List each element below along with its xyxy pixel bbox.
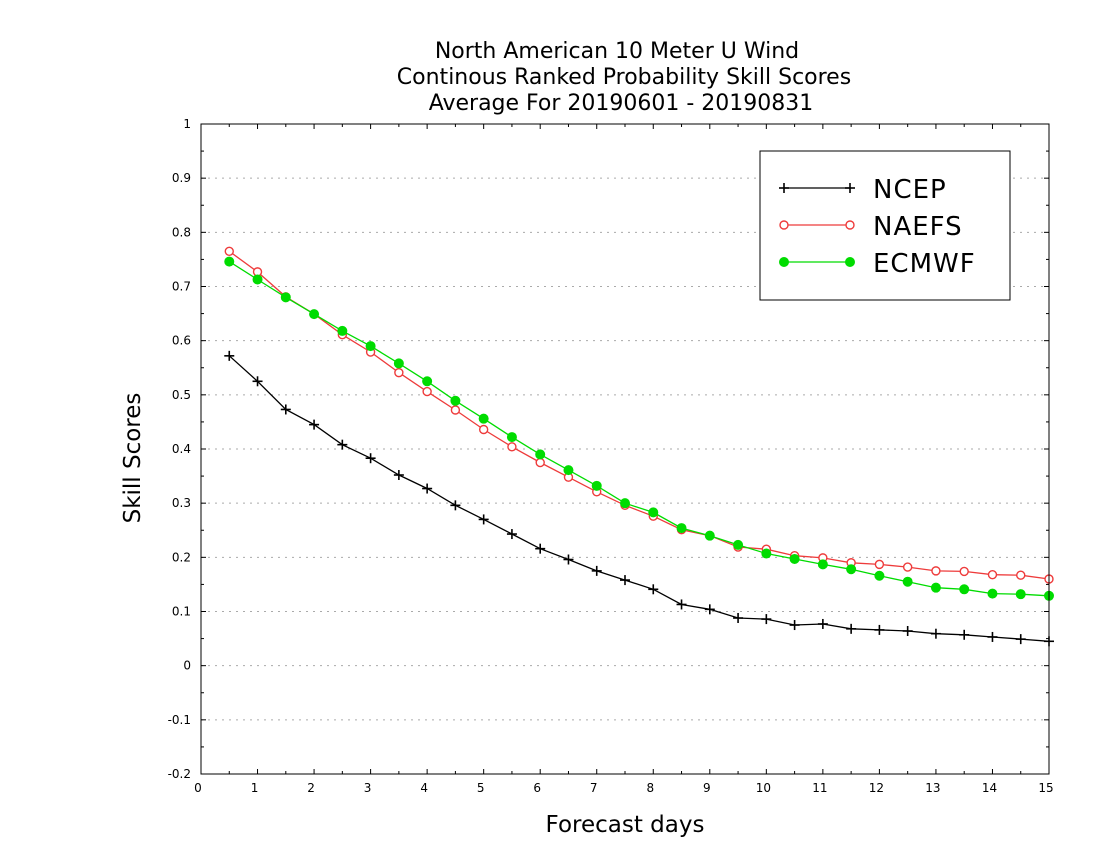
y-tick-label: 0.2	[172, 550, 191, 564]
y-tick-label: 0.4	[172, 442, 191, 456]
ecmwf-point	[930, 582, 941, 593]
x-tick-label: 5	[477, 781, 485, 795]
x-tick-label: 14	[982, 781, 997, 795]
legend-marker-naefs	[845, 220, 855, 230]
y-tick-label: 1	[183, 117, 191, 131]
x-tick-label: 15	[1038, 781, 1053, 795]
ecmwf-point	[648, 507, 659, 518]
naefs-line	[228, 250, 1050, 580]
x-tick-label: 3	[364, 781, 372, 795]
legend-entry-naefs: NAEFS	[779, 212, 963, 242]
naefs-point	[422, 386, 432, 397]
y-tick-label: 0.5	[172, 388, 191, 402]
y-axis-title: Skill Scores	[120, 393, 146, 524]
ecmwf-point	[789, 553, 800, 564]
x-tick-label: 11	[812, 781, 827, 795]
y-tick-label: 0.7	[172, 280, 191, 294]
ecmwf-point	[309, 309, 320, 320]
naefs-point	[450, 405, 461, 415]
naefs-point	[931, 566, 941, 576]
series-ncep	[224, 350, 1054, 647]
chart-title-line-2: Continous Ranked Probability Skill Score…	[397, 65, 851, 90]
naefs-point	[1016, 570, 1026, 580]
series-ecmwf	[224, 256, 1054, 601]
ecmwf-point	[902, 576, 913, 587]
y-tick-label: -0.2	[168, 767, 191, 781]
x-tick-label: 10	[756, 781, 771, 795]
y-tick-label: 0.1	[172, 605, 191, 619]
ecmwf-point	[450, 395, 461, 406]
x-tick-label: 2	[307, 781, 315, 795]
ecmwf-point	[422, 376, 433, 387]
y-tick-label: -0.1	[168, 713, 191, 727]
chart-title: North American 10 Meter U Wind Continous…	[397, 39, 851, 116]
x-tick-label: 6	[533, 781, 541, 795]
ecmwf-point	[1015, 589, 1026, 600]
ecmwf-point	[365, 341, 376, 352]
x-tick-label: 0	[194, 781, 202, 795]
ecmwf-point	[733, 539, 744, 550]
chart-title-line-1: North American 10 Meter U Wind	[435, 39, 799, 64]
x-tick-label: 1	[251, 781, 259, 795]
ecmwf-point	[393, 358, 404, 369]
ecmwf-point	[817, 559, 828, 570]
ecmwf-line	[228, 261, 1050, 597]
legend: NCEP NAEFS ECMWF	[759, 150, 1011, 301]
legend-entry-ecmwf: ECMWF	[779, 249, 976, 279]
naefs-point	[394, 367, 404, 378]
y-tick-label: 0.8	[172, 225, 191, 239]
plot-area-frame	[200, 123, 1050, 775]
ecmwf-point	[761, 548, 772, 559]
x-tick-label: 8	[646, 781, 654, 795]
ncep-line	[228, 355, 1050, 642]
legend-label-ecmwf: ECMWF	[873, 249, 976, 279]
legend-marker-ecmwf	[779, 257, 789, 267]
ecmwf-point	[506, 432, 517, 443]
x-axis-title: Forecast days	[546, 812, 705, 838]
ecmwf-point	[337, 325, 348, 336]
ecmwf-point	[535, 449, 546, 460]
ecmwf-point	[563, 465, 574, 476]
ecmwf-point	[280, 292, 291, 303]
x-tick-label: 13	[925, 781, 940, 795]
ecmwf-point	[224, 256, 235, 267]
y-tick-label: 0.3	[172, 496, 191, 510]
naefs-point	[535, 457, 545, 468]
naefs-point	[507, 442, 517, 452]
chart-title-line-3: Average For 20190601 - 20190831	[429, 91, 814, 116]
legend-marker-ecmwf	[845, 257, 855, 267]
naefs-point	[902, 562, 913, 572]
ecmwf-point	[591, 480, 602, 491]
x-tick-label: 7	[590, 781, 598, 795]
y-tick-label: 0.6	[172, 334, 191, 348]
ecmwf-point	[252, 274, 263, 285]
x-tick-label: 12	[869, 781, 884, 795]
x-tick-label: 9	[703, 781, 711, 795]
ecmwf-point	[874, 570, 885, 581]
naefs-point	[478, 424, 489, 435]
ecmwf-point	[478, 413, 489, 424]
legend-entry-ncep: NCEP	[779, 175, 947, 205]
x-tick-label: 4	[420, 781, 428, 795]
ecmwf-point	[959, 584, 970, 595]
ecmwf-point	[987, 588, 998, 599]
ecmwf-point	[704, 530, 715, 541]
naefs-point	[959, 566, 969, 577]
ecmwf-point	[846, 564, 857, 575]
legend-label-naefs: NAEFS	[873, 212, 963, 242]
naefs-point	[874, 559, 885, 570]
naefs-point	[224, 246, 234, 256]
naefs-point	[987, 569, 998, 580]
y-tick-label: 0	[183, 659, 191, 673]
y-tick-label: 0.9	[172, 171, 191, 185]
ecmwf-point	[620, 498, 630, 509]
legend-label-ncep: NCEP	[873, 175, 947, 205]
ecmwf-point	[676, 523, 687, 534]
series-group	[224, 246, 1054, 647]
legend-marker-naefs	[779, 220, 789, 230]
